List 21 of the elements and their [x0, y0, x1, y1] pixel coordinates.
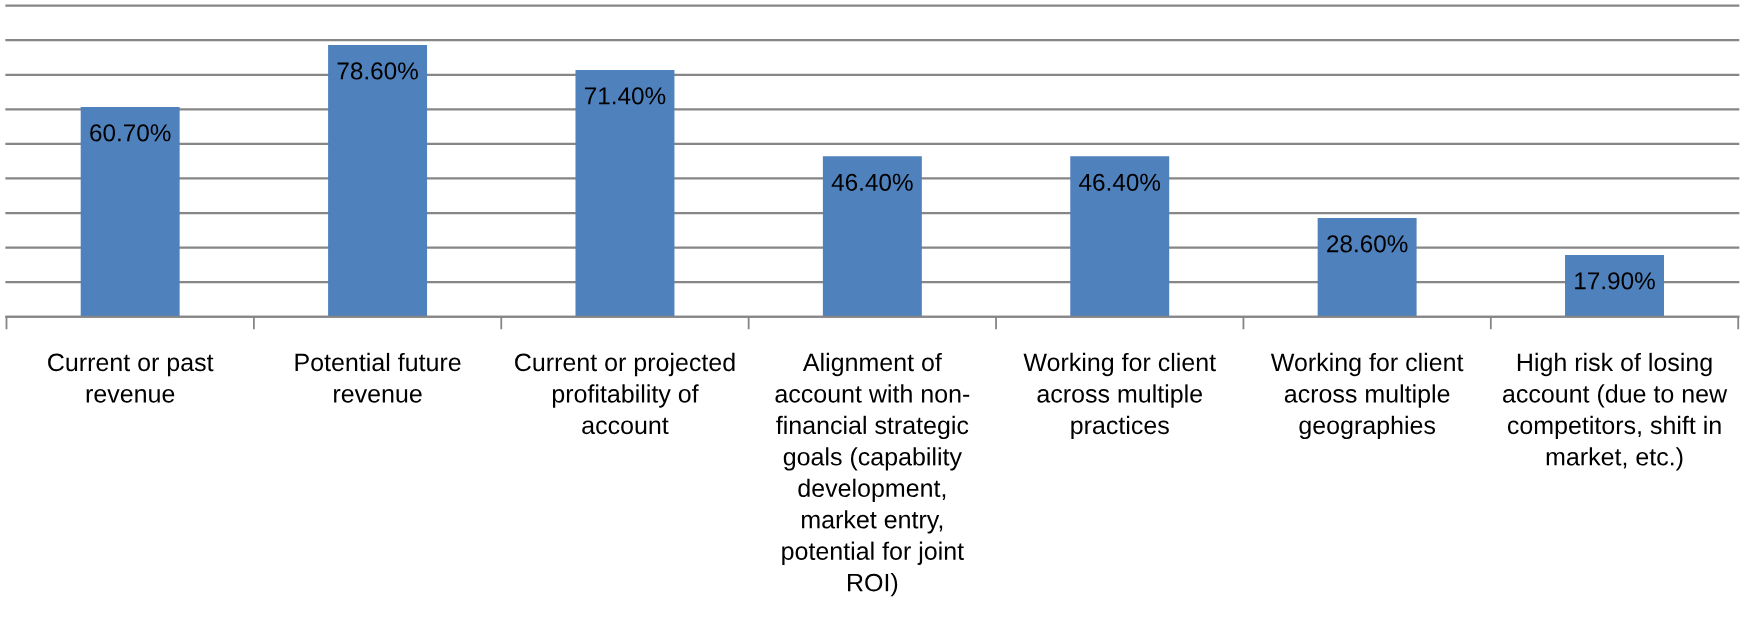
bar	[1070, 156, 1170, 317]
x-tick-label: Working for client across multiple practices	[1023, 352, 1216, 440]
data-label: 46.40%	[1079, 173, 1161, 191]
bar	[575, 69, 675, 317]
bar	[328, 45, 428, 317]
data-label: 78.60%	[337, 62, 418, 80]
bar	[80, 106, 180, 317]
bar	[1565, 254, 1664, 317]
x-tick-label: High risk of losing account (due to new competitors, shift in market, etc.)	[1503, 352, 1728, 471]
data-label: 28.60%	[1327, 235, 1408, 253]
x-tick-label: Potential future revenue	[295, 352, 461, 403]
x-tick-label: Working for client across multiple geographies	[1270, 352, 1464, 440]
bar	[1317, 217, 1417, 317]
data-label: 60.70%	[90, 124, 171, 142]
data-label: 46.40%	[831, 173, 913, 191]
data-label: 17.90%	[1575, 272, 1655, 290]
bar	[822, 156, 922, 317]
x-tick-label: Current or projected profitability of account	[515, 352, 735, 435]
x-tick-label: Current or past revenue	[48, 353, 214, 403]
data-label: 71.40%	[584, 87, 666, 105]
x-tick-label: Alignment of account with non- financial strategic goals (capability development, market entry, potential for joint ROI)	[775, 352, 970, 597]
